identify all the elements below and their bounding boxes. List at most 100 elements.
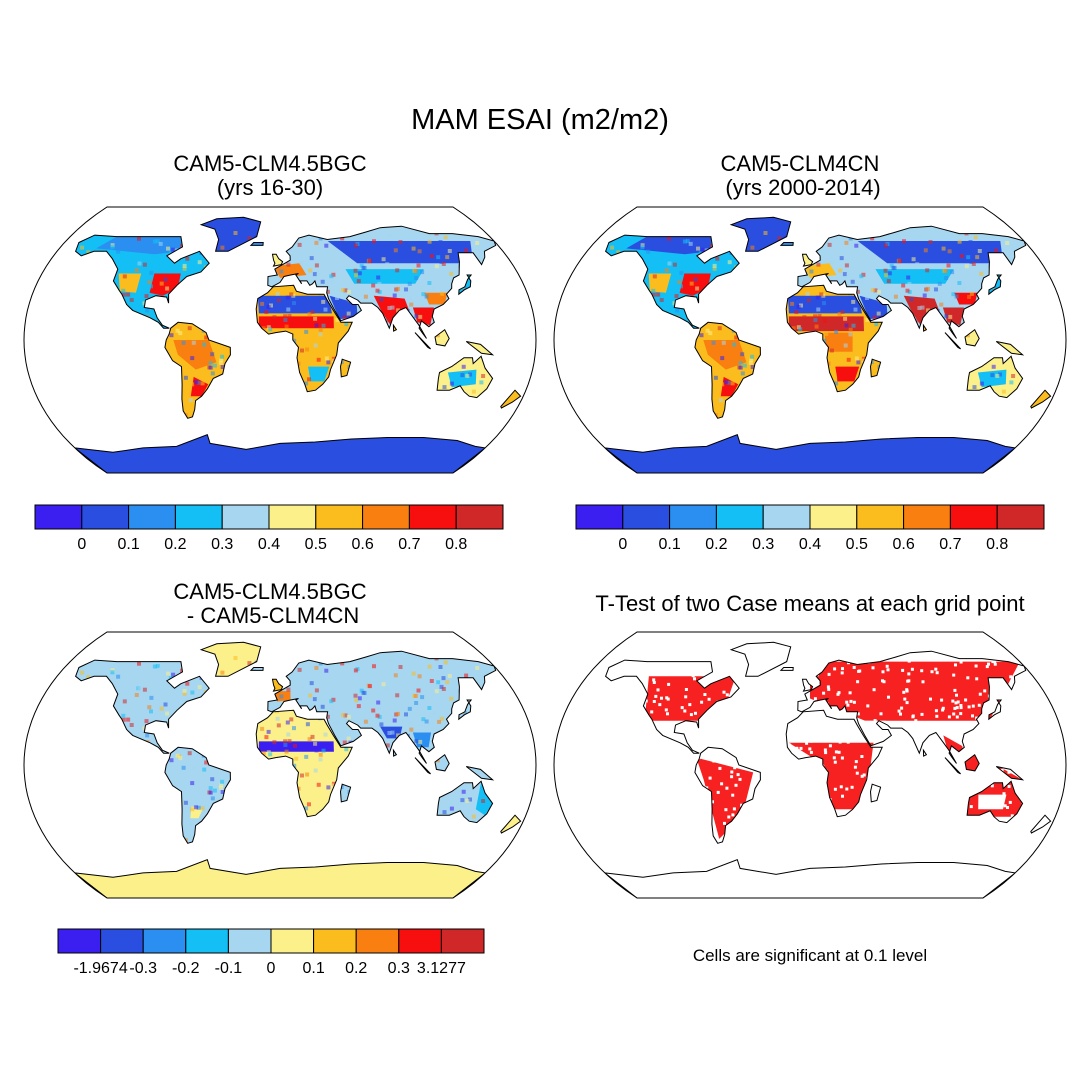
coastline-iceland xyxy=(249,667,264,671)
coastline-north-america xyxy=(75,659,210,754)
coastline-eurasia xyxy=(267,650,497,764)
panel-title-line2: - CAM5-CLM4CN xyxy=(180,603,360,628)
land-south-america xyxy=(164,322,231,419)
land-north-america xyxy=(605,235,740,329)
colorbar-label: 0.1 xyxy=(658,536,680,553)
panel-title-line1: CAM5-CLM4CN xyxy=(720,151,880,176)
colorbar-swatch xyxy=(575,504,624,530)
coastline-japan xyxy=(988,274,1003,296)
colorbar-label: 0.4 xyxy=(799,536,821,553)
field-eastern-us xyxy=(679,273,711,296)
colorbar-label: 0.3 xyxy=(211,536,233,553)
panel-title-cn: CAM5-CLM4CN (yrs 2000-2014) xyxy=(630,152,970,200)
coastline-iceland xyxy=(779,242,794,246)
panel-title-line1: T-Test of two Case means at each grid po… xyxy=(595,591,1025,616)
field-india xyxy=(903,295,940,326)
land-new-zealand xyxy=(500,390,521,408)
coastline-africa xyxy=(785,709,883,818)
colorbar-difference: -1.9674 -0.3 -0.2 -0.1 0 0.1 0.2 0.3 3.1277 xyxy=(57,928,485,977)
colorbar-label: 0.6 xyxy=(892,536,914,553)
coastline-borneo xyxy=(434,328,450,347)
coastline-iceland xyxy=(249,242,264,246)
significant-area xyxy=(810,661,1020,721)
coastline-borneo xyxy=(964,328,980,347)
field-europe-west xyxy=(273,263,307,278)
colorbar-label: 0.5 xyxy=(846,536,868,553)
land-antarctica xyxy=(74,859,486,898)
coastline-indonesia-sumatra xyxy=(944,757,961,775)
colorbar-bgc: 0 0.1 0.2 0.3 0.4 0.5 0.6 0.7 0.8 xyxy=(34,504,504,553)
colorbar-label: 0.7 xyxy=(939,536,961,553)
colorbar-label: -0.1 xyxy=(215,960,243,977)
land-borneo xyxy=(965,329,980,346)
colorbar-label: 0.8 xyxy=(445,536,467,553)
land-greenland xyxy=(201,642,261,677)
colorbar-label: 0.7 xyxy=(398,536,420,553)
land-new-zealand xyxy=(500,815,521,833)
colorbar-label: 0.2 xyxy=(705,536,727,553)
colorbar-swatch xyxy=(455,504,504,530)
coastline-sri-lanka xyxy=(392,323,398,332)
land-iceland xyxy=(780,667,794,671)
coastline-japan xyxy=(988,699,1003,721)
coastline-south-america xyxy=(694,321,761,419)
map-difference xyxy=(23,631,537,899)
land-borneo xyxy=(435,329,450,346)
colorbar-label: 0.2 xyxy=(164,536,186,553)
panel-title-line1: CAM5-CLM4.5BGC xyxy=(173,151,367,176)
land-australia xyxy=(437,781,493,823)
coastline-north-america xyxy=(605,659,740,754)
colorbar-label: 0.2 xyxy=(345,960,367,977)
land-japan xyxy=(458,700,472,720)
colorbar-swatch xyxy=(903,504,951,530)
colorbar-label: 0.4 xyxy=(258,536,280,553)
colorbar-swatch xyxy=(313,928,357,954)
significant-area xyxy=(788,742,874,810)
colorbar-swatch xyxy=(622,504,671,530)
land-japan xyxy=(988,275,1002,295)
colorbar-swatch xyxy=(856,504,905,530)
land-north-america xyxy=(75,660,210,754)
field-amazon xyxy=(173,340,217,370)
coastline-uk xyxy=(801,253,814,267)
land-greenland xyxy=(731,217,791,252)
colorbar-label: 0.1 xyxy=(302,960,324,977)
coastline-sri-lanka xyxy=(922,323,928,332)
coastline-north-america xyxy=(75,234,210,329)
colorbar-swatch xyxy=(270,928,315,954)
colorbar-swatch xyxy=(142,928,187,954)
colorbar-swatch xyxy=(715,504,764,530)
colorbar-label: -1.9674 xyxy=(73,960,127,977)
coastline-north-america xyxy=(605,234,740,329)
coastline-new-guinea xyxy=(465,341,495,356)
colorbar-swatch xyxy=(34,504,83,530)
coastline-indonesia-sumatra xyxy=(414,757,431,775)
coastline-indonesia-sumatra xyxy=(414,332,431,350)
map-ttest xyxy=(553,631,1067,899)
coastline-uk xyxy=(801,678,814,692)
coastline-sri-lanka xyxy=(392,748,398,757)
colorbar-label: 3.1277 xyxy=(417,960,466,977)
coastline-greenland xyxy=(729,216,792,252)
colorbar-swatch xyxy=(440,928,485,954)
colorbar-label: 0 xyxy=(267,960,276,977)
colorbar-swatch xyxy=(227,928,272,954)
land-south-america xyxy=(164,747,231,844)
coastline-borneo xyxy=(434,753,450,772)
colorbar-swatch xyxy=(355,928,400,954)
coastline-africa xyxy=(255,709,353,818)
colorbar-swatch xyxy=(81,504,130,530)
colorbar-label: 0 xyxy=(77,536,86,553)
land-antarctica xyxy=(74,434,486,473)
coastline-madagascar xyxy=(869,783,882,803)
panel-title-line2: (yrs 16-30) xyxy=(216,175,324,200)
colorbar-swatch xyxy=(128,504,176,530)
land-north-america xyxy=(75,235,210,329)
colorbar-swatch xyxy=(100,928,144,954)
coastline-uk xyxy=(271,678,284,692)
panel-title-line2: (yrs 2000-2014) xyxy=(719,175,881,200)
colorbar-swatch xyxy=(221,504,270,530)
coastline-uk xyxy=(271,253,284,267)
coastline-australia xyxy=(436,780,494,824)
colorbar-label: 0.1 xyxy=(117,536,139,553)
